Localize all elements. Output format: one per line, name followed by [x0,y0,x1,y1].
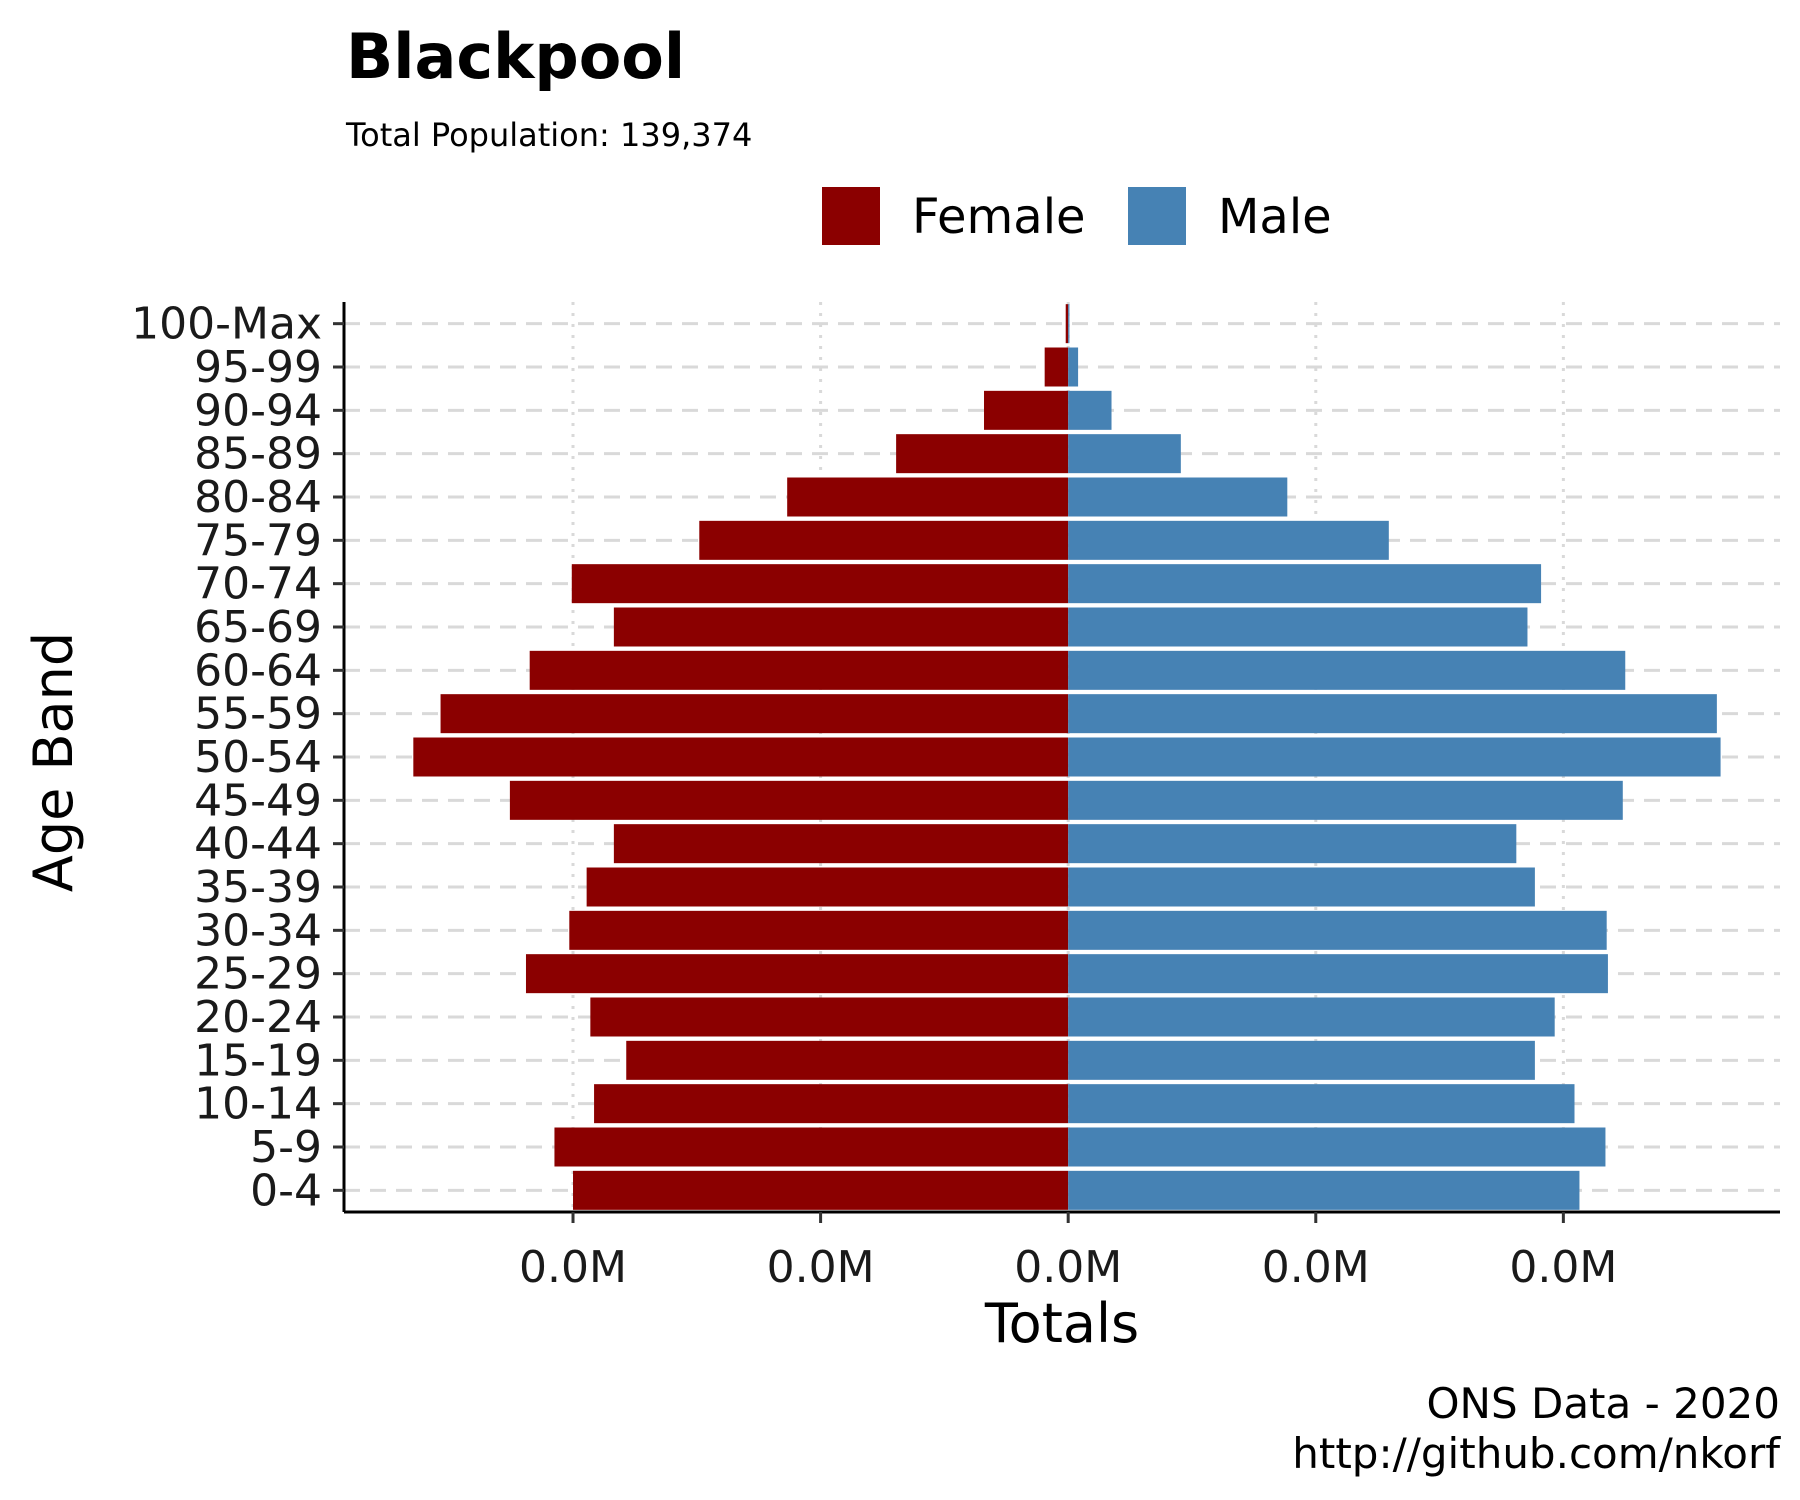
bar-male-80-84 [1068,477,1288,517]
bar-male-10-14 [1068,1084,1575,1124]
x-tick-label: 0.0M [767,1242,875,1293]
bar-male-50-54 [1068,737,1721,777]
y-tick-label: 30-34 [194,905,322,956]
y-tick-label: 5-9 [250,1122,322,1173]
caption-url: http://github.com/nkorf [1292,1429,1781,1478]
legend-label-female: Female [912,189,1086,245]
bar-female-95-99 [1044,347,1069,387]
bar-female-0-4 [573,1170,1069,1210]
bar-male-40-44 [1068,824,1517,864]
axes [333,302,1780,1223]
y-tick-label: 10-14 [194,1079,322,1130]
bar-male-5-9 [1068,1127,1606,1167]
y-axis-title: Age Band [22,632,85,892]
legend: Female Male [822,187,1332,245]
bar-male-70-74 [1068,564,1542,604]
y-tick-label: 55-59 [194,689,322,740]
y-tick-label: 100-Max [131,299,322,350]
y-tick-label: 70-74 [194,559,322,610]
x-tick-label: 0.0M [1014,1242,1122,1293]
bar-male-90-94 [1068,390,1112,430]
y-tick-label: 0-4 [250,1165,322,1216]
y-tick-label: 45-49 [194,775,322,826]
x-tick-label: 0.0M [1509,1242,1617,1293]
legend-swatch-female [822,187,880,245]
y-tick-labels: 0-45-910-1415-1920-2425-2930-3435-3940-4… [131,299,322,1217]
y-tick-label: 25-29 [194,949,322,1000]
bar-female-20-24 [590,997,1069,1037]
legend-swatch-male [1128,187,1186,245]
bar-male-60-64 [1068,650,1626,690]
bar-female-40-44 [613,824,1069,864]
bar-female-30-34 [569,910,1069,950]
y-tick-label: 80-84 [194,472,322,523]
bar-female-60-64 [529,650,1069,690]
bar-male-25-29 [1068,954,1608,994]
bar-female-100-Max [1065,304,1069,344]
x-tick-labels: 0.0M 0.0M 0.0M 0.0M 0.0M [519,1242,1617,1293]
bar-female-5-9 [554,1127,1069,1167]
bar-female-90-94 [984,390,1069,430]
bar-female-55-59 [440,694,1069,734]
bar-male-85-89 [1068,434,1181,474]
chart-title: Blackpool [346,20,685,93]
caption-source: ONS Data - 2020 [1426,1379,1780,1428]
bar-female-85-89 [896,434,1069,474]
bar-female-35-39 [586,867,1069,907]
y-tick-label: 60-64 [194,645,322,696]
bar-male-35-39 [1068,867,1535,907]
bar-female-80-84 [787,477,1069,517]
bar-female-45-49 [509,780,1069,820]
y-tick-label: 20-24 [194,992,322,1043]
bar-female-15-19 [626,1040,1069,1080]
bar-female-50-54 [413,737,1069,777]
y-tick-label: 15-19 [194,1035,322,1086]
y-tick-label: 40-44 [194,819,322,870]
bar-male-100-Max [1068,304,1070,344]
legend-label-male: Male [1218,189,1332,245]
chart-subtitle: Total Population: 139,374 [345,116,752,154]
y-tick-label: 35-39 [194,862,322,913]
x-tick-label: 0.0M [519,1242,627,1293]
bar-male-55-59 [1068,694,1717,734]
x-axis-title: Totals [984,1292,1139,1355]
bar-male-30-34 [1068,910,1607,950]
bar-male-15-19 [1068,1040,1535,1080]
x-tick-label: 0.0M [1262,1242,1370,1293]
bar-male-65-69 [1068,607,1528,647]
bar-female-70-74 [571,564,1069,604]
y-tick-label: 50-54 [194,732,322,783]
bar-male-75-79 [1068,520,1389,560]
y-tick-label: 90-94 [194,385,322,436]
y-tick-label: 85-89 [194,429,322,480]
bar-female-25-29 [525,954,1069,994]
y-tick-label: 75-79 [194,515,322,566]
bar-female-65-69 [613,607,1069,647]
bar-male-20-24 [1068,997,1555,1037]
y-tick-label: 95-99 [194,342,322,393]
bar-male-0-4 [1068,1170,1580,1210]
bar-female-75-79 [699,520,1069,560]
bar-female-10-14 [594,1084,1069,1124]
bar-male-95-99 [1068,347,1079,387]
y-tick-label: 65-69 [194,602,322,653]
bar-male-45-49 [1068,780,1623,820]
bars [413,304,1721,1210]
